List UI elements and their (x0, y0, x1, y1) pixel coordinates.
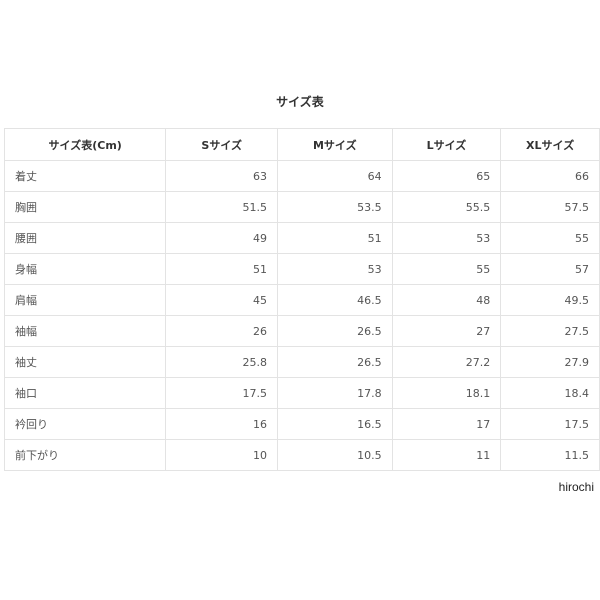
cell-value: 17 (391, 408, 502, 440)
table-row: 袖幅 26 26.5 27 27.5 (3, 315, 600, 347)
row-label: 袖幅 (3, 315, 167, 347)
cell-value: 53 (277, 253, 393, 285)
column-header: Mサイズ (277, 128, 393, 161)
column-header: Sサイズ (165, 128, 278, 161)
cell-value: 27.2 (391, 346, 502, 378)
row-label: 前下がり (3, 439, 167, 471)
column-header: XLサイズ (500, 128, 600, 161)
cell-value: 10 (165, 439, 278, 471)
table-row: 着丈 63 64 65 66 (3, 160, 600, 192)
cell-value: 49.5 (500, 284, 600, 316)
table-row: 袖丈 25.8 26.5 27.2 27.9 (3, 346, 600, 378)
column-header: Lサイズ (391, 128, 502, 161)
cell-value: 27 (391, 315, 502, 347)
cell-value: 11 (391, 439, 502, 471)
cell-value: 45 (165, 284, 278, 316)
cell-value: 55.5 (391, 191, 502, 223)
cell-value: 18.1 (391, 377, 502, 409)
table-row: 袖口 17.5 17.8 18.1 18.4 (3, 377, 600, 409)
cell-value: 17.5 (165, 377, 278, 409)
cell-value: 27.5 (500, 315, 600, 347)
cell-value: 64 (277, 160, 393, 192)
size-table: サイズ表(Cm) Sサイズ Mサイズ Lサイズ XLサイズ 着丈 63 64 65 66 胸囲 51… (3, 128, 600, 471)
row-label: 胸囲 (3, 191, 167, 223)
page-title: サイズ表 (276, 95, 324, 109)
table-row: 肩幅 45 46.5 48 49.5 (3, 284, 600, 316)
cell-value: 26 (165, 315, 278, 347)
row-label: 身幅 (3, 253, 167, 285)
cell-value: 18.4 (500, 377, 600, 409)
row-label: 肩幅 (3, 284, 167, 316)
row-label: 袖口 (3, 377, 167, 409)
cell-value: 26.5 (277, 315, 393, 347)
table-row: 身幅 51 53 55 57 (3, 253, 600, 285)
cell-value: 17.8 (277, 377, 393, 409)
cell-value: 51.5 (165, 191, 278, 223)
cell-value: 48 (391, 284, 502, 316)
cell-value: 25.8 (165, 346, 278, 378)
cell-value: 49 (165, 222, 278, 254)
cell-value: 53 (391, 222, 502, 254)
cell-value: 63 (165, 160, 278, 192)
cell-value: 10.5 (277, 439, 393, 471)
cell-value: 65 (391, 160, 502, 192)
row-label: 腰囲 (3, 222, 167, 254)
cell-value: 57.5 (500, 191, 600, 223)
cell-value: 11.5 (500, 439, 600, 471)
cell-value: 16.5 (277, 408, 393, 440)
cell-value: 51 (165, 253, 278, 285)
row-label: 着丈 (3, 160, 167, 192)
table-row: 腰囲 49 51 53 55 (3, 222, 600, 254)
cell-value: 26.5 (277, 346, 393, 378)
table-header-row: サイズ表(Cm) Sサイズ Mサイズ Lサイズ XLサイズ (3, 128, 600, 161)
cell-value: 46.5 (277, 284, 393, 316)
cell-value: 17.5 (500, 408, 600, 440)
row-label: 袖丈 (3, 346, 167, 378)
table-row: 前下がり 10 10.5 11 11.5 (3, 439, 600, 471)
row-label: 衿回り (3, 408, 167, 440)
cell-value: 27.9 (500, 346, 600, 378)
cell-value: 55 (391, 253, 502, 285)
cell-value: 57 (500, 253, 600, 285)
watermark-credit: hirochi (558, 480, 594, 494)
table-row: 胸囲 51.5 53.5 55.5 57.5 (3, 191, 600, 223)
table-row: 衿回り 16 16.5 17 17.5 (3, 408, 600, 440)
cell-value: 55 (500, 222, 600, 254)
cell-value: 51 (277, 222, 393, 254)
cell-value: 53.5 (277, 191, 393, 223)
cell-value: 66 (500, 160, 600, 192)
column-header: サイズ表(Cm) (3, 128, 167, 161)
cell-value: 16 (165, 408, 278, 440)
